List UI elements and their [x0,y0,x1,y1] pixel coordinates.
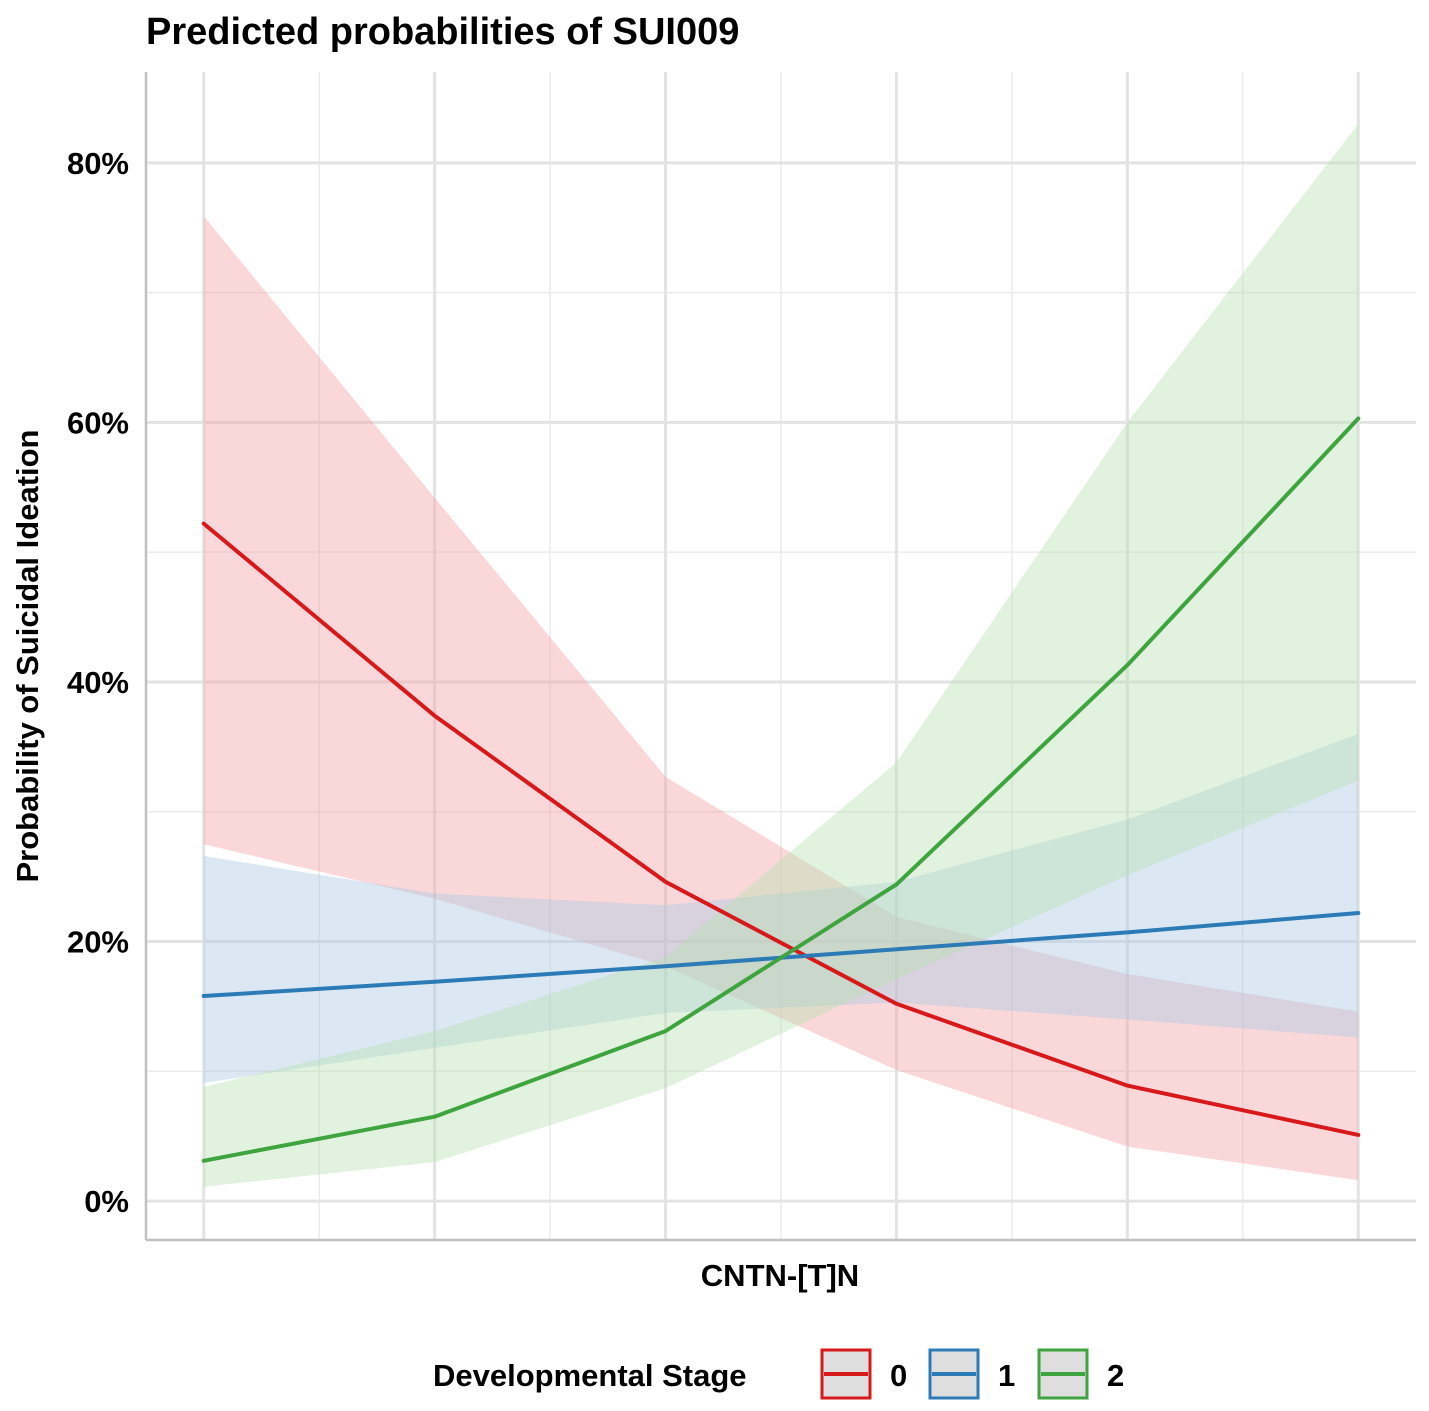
y-tick-labels: 0% 20% 40% 60% 80% [67,146,129,1219]
series-lines [201,416,1361,1163]
x-axis-title: CNTN-[T]N [701,1258,859,1293]
legend: Developmental Stage 0 1 2 [433,1348,1124,1400]
legend-label-2: 2 [1107,1358,1124,1393]
y-tick-label: 40% [67,665,129,700]
band-series-2 [203,123,1359,1187]
band-series-1 [203,733,1359,1083]
y-axis-title: Probability of Suicidal Ideation [10,430,45,883]
legend-item-1: 1 [928,1348,1015,1400]
band-series-0 [203,216,1359,1181]
confidence-bands [203,123,1359,1187]
line-series-0 [201,521,1361,1137]
chart-title: Predicted probabilities of SUI009 [146,11,739,53]
y-tick-label: 0% [84,1184,129,1219]
legend-item-0: 0 [820,1348,907,1400]
legend-label-0: 0 [890,1358,907,1393]
line-series-2 [201,416,1361,1163]
y-tick-label: 60% [67,405,129,440]
y-tick-label: 80% [67,146,129,181]
legend-title: Developmental Stage [433,1358,747,1393]
y-tick-label: 20% [67,925,129,960]
legend-item-2: 2 [1037,1348,1124,1400]
legend-label-1: 1 [998,1358,1015,1393]
